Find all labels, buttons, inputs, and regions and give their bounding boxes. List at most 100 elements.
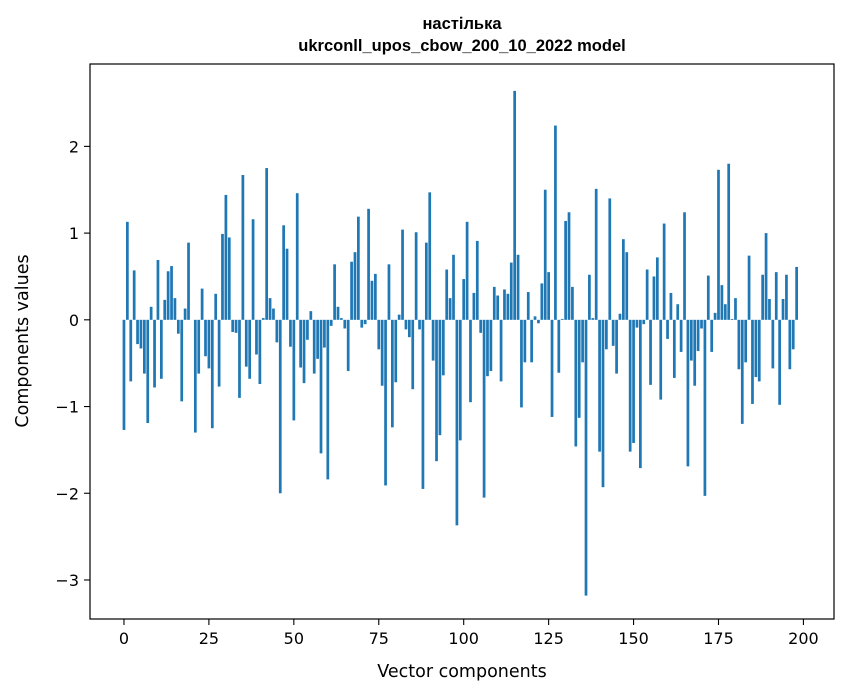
bar (330, 320, 333, 326)
bar (622, 239, 625, 320)
bar (466, 222, 469, 320)
bar (479, 320, 482, 333)
bar (649, 320, 652, 385)
bar (663, 224, 666, 320)
bar (398, 315, 401, 320)
bar (639, 320, 642, 468)
bar (795, 267, 798, 320)
bar (167, 271, 170, 320)
bar (473, 293, 476, 320)
bar (778, 320, 781, 405)
bar (394, 320, 397, 382)
bar (615, 320, 618, 374)
bar (415, 232, 418, 320)
bar (568, 212, 571, 320)
bar (741, 320, 744, 424)
bar (177, 320, 180, 334)
bar (354, 252, 357, 320)
bar (123, 320, 126, 430)
bar (231, 320, 234, 332)
bar (585, 320, 588, 596)
bar (262, 318, 265, 320)
bar (299, 320, 302, 368)
x-tick-label: 50 (284, 629, 304, 648)
bar (405, 320, 408, 330)
bar (785, 275, 788, 320)
bar (252, 219, 255, 320)
bar (146, 320, 149, 423)
bar (269, 298, 272, 320)
x-tick-label: 200 (788, 629, 819, 648)
bar (194, 320, 197, 433)
bar (507, 294, 510, 320)
bar (612, 320, 615, 346)
bar (296, 193, 299, 320)
x-tick-label: 150 (618, 629, 649, 648)
bar (554, 126, 557, 320)
bar (214, 294, 217, 320)
bar (700, 320, 703, 329)
bar (432, 320, 435, 361)
bar (388, 264, 391, 320)
bar (292, 320, 295, 421)
bar (680, 320, 683, 352)
bar (503, 289, 506, 319)
bar (517, 255, 520, 320)
bar (520, 320, 523, 408)
bar (751, 320, 754, 404)
bar (129, 320, 132, 382)
bar (676, 304, 679, 320)
bar (653, 276, 656, 319)
bar (163, 300, 166, 320)
bar (673, 320, 676, 378)
bar (551, 320, 554, 417)
y-tick-label: −1 (55, 398, 79, 417)
bar (717, 170, 720, 320)
bar (150, 307, 153, 320)
bar (707, 276, 710, 320)
bar (272, 309, 275, 320)
bar (245, 320, 248, 367)
bar (724, 304, 727, 320)
x-tick-label: 175 (703, 629, 734, 648)
bar (595, 189, 598, 320)
bar (326, 320, 329, 480)
bar (534, 316, 537, 319)
bar (782, 299, 785, 320)
y-tick-label: −3 (55, 571, 79, 590)
bar (476, 241, 479, 320)
x-axis-label: Vector components (377, 662, 546, 682)
bar (425, 243, 428, 320)
bar (360, 320, 363, 328)
bar (343, 320, 346, 329)
bar (174, 298, 177, 320)
bar (418, 320, 421, 330)
bar (486, 320, 489, 376)
bar (286, 249, 289, 320)
bar (428, 192, 431, 319)
chart-title-line-1: настілька (422, 15, 502, 33)
bar (248, 320, 251, 379)
bar (445, 270, 448, 320)
bar (625, 252, 628, 320)
bar (265, 168, 268, 320)
bar (197, 320, 200, 374)
bar (690, 320, 693, 361)
bar (411, 320, 414, 389)
bar (235, 320, 238, 333)
x-tick-label: 0 (119, 629, 129, 648)
bar (768, 299, 771, 320)
bar (510, 263, 513, 320)
bar (221, 234, 224, 320)
bar (761, 275, 764, 320)
bar (143, 320, 146, 374)
bar (629, 320, 632, 452)
y-tick-label: −2 (55, 484, 79, 503)
bar (574, 320, 577, 447)
bar (187, 243, 190, 320)
bar (755, 320, 758, 377)
bar (564, 221, 567, 320)
bar (391, 320, 394, 428)
